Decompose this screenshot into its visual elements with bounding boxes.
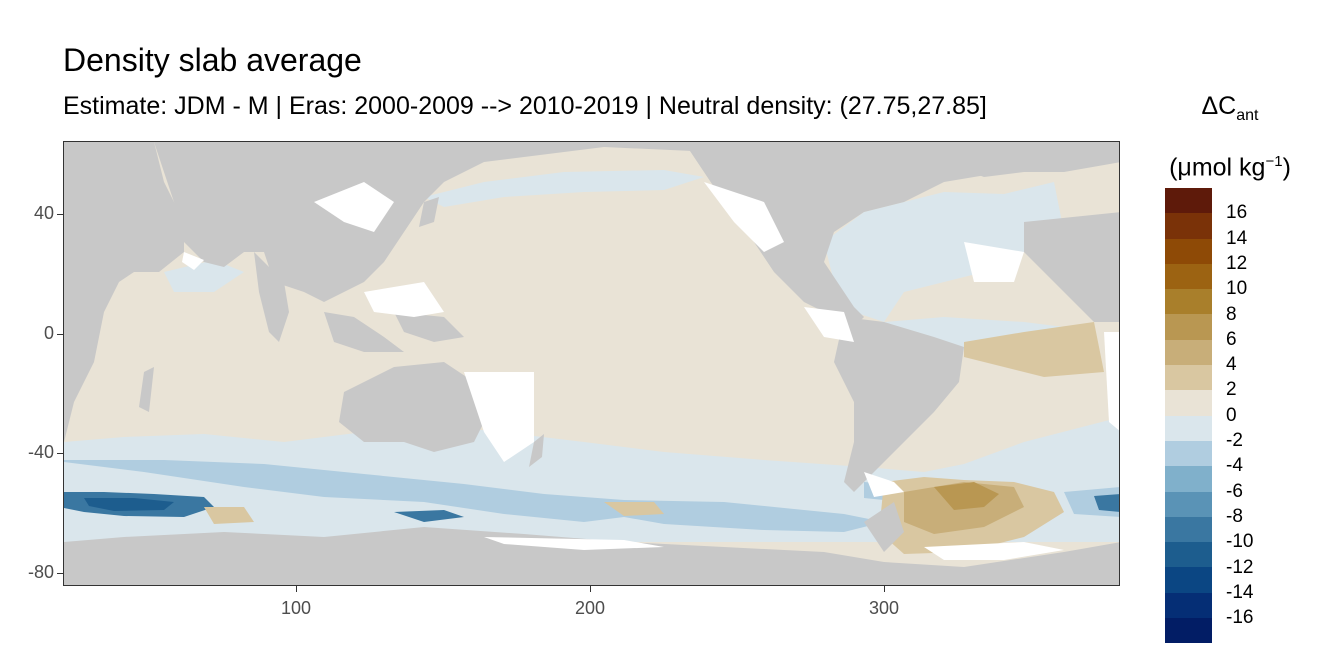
x-tickmark	[590, 586, 591, 592]
colorbar-swatch	[1165, 314, 1212, 340]
land	[64, 142, 1119, 585]
colorbar-swatch	[1165, 263, 1212, 290]
colorbar-swatch	[1165, 618, 1212, 644]
colorbar-swatch	[1165, 390, 1212, 416]
colorbar-swatch	[1165, 516, 1212, 543]
y-tickmark	[57, 453, 63, 454]
legend-unit-sup: −1	[1265, 153, 1283, 170]
colorbar-swatch	[1165, 339, 1212, 366]
colorbar	[1165, 188, 1212, 644]
colorbar-swatch	[1165, 491, 1212, 517]
masked-coast	[182, 182, 1119, 560]
plot-title: Density slab average	[63, 42, 362, 78]
y-tickmark	[57, 573, 63, 574]
y-tick-label: -40	[27, 442, 54, 462]
map-canvas	[64, 142, 1119, 585]
legend-tick-label: 8	[1226, 303, 1237, 325]
map-panel	[63, 141, 1120, 586]
legend-tick-label: 16	[1226, 202, 1248, 224]
x-tickmark	[884, 586, 885, 592]
legend-tick-label: 14	[1226, 227, 1248, 249]
negative-anomaly-darkest	[84, 498, 174, 511]
positive-anomaly-dark	[934, 482, 999, 510]
legend-tick-label: -16	[1226, 607, 1254, 629]
legend-tick-label: 12	[1226, 252, 1248, 274]
legend-tick-label: 10	[1226, 278, 1248, 300]
colorbar-swatch	[1165, 542, 1212, 568]
colorbar-swatch	[1165, 289, 1212, 315]
legend-title-sub: ant	[1236, 107, 1259, 124]
plot-subtitle: Estimate: JDM - M | Eras: 2000-2009 --> …	[63, 92, 987, 120]
y-tickmark	[57, 334, 63, 335]
colorbar-swatch	[1165, 440, 1212, 467]
legend-title: ΔCant (μmol kg−1)	[1160, 86, 1300, 187]
legend-tick-label: 2	[1226, 379, 1237, 401]
legend-title-main: ΔC	[1201, 92, 1237, 120]
x-tick-label: 200	[574, 598, 606, 618]
colorbar-swatch	[1165, 213, 1212, 239]
y-tickmark	[57, 214, 63, 215]
x-tickmark	[296, 586, 297, 592]
legend-tick-label: -14	[1226, 581, 1254, 603]
colorbar-swatch	[1165, 238, 1212, 264]
legend-unit-suffix: )	[1282, 153, 1291, 182]
negative-anomaly-light	[64, 170, 1119, 542]
legend-tick-label: -10	[1226, 531, 1254, 553]
legend-tick-label: 4	[1226, 354, 1237, 376]
y-tick-label: 40	[33, 203, 54, 223]
y-tick-label: -80	[27, 562, 54, 582]
legend-tick-label: -4	[1226, 455, 1243, 477]
colorbar-swatch	[1165, 567, 1212, 593]
legend-tick-label: -8	[1226, 505, 1243, 527]
colorbar-swatch	[1165, 415, 1212, 441]
legend-unit-prefix: (μmol kg	[1169, 153, 1266, 182]
legend-tick-label: 6	[1226, 328, 1237, 350]
legend-tick-label: -2	[1226, 430, 1243, 451]
colorbar-swatch	[1165, 592, 1212, 619]
colorbar-swatch	[1165, 188, 1212, 214]
legend-tick-label: -12	[1226, 556, 1254, 578]
colorbar-swatch	[1165, 365, 1212, 391]
colorbar-swatch	[1165, 466, 1212, 492]
x-tick-label: 300	[868, 598, 900, 618]
legend-tick-label: 0	[1226, 404, 1237, 426]
legend-tick-label: -6	[1226, 480, 1243, 502]
x-tick-label: 100	[280, 598, 312, 618]
y-tick-label: 0	[43, 323, 54, 343]
